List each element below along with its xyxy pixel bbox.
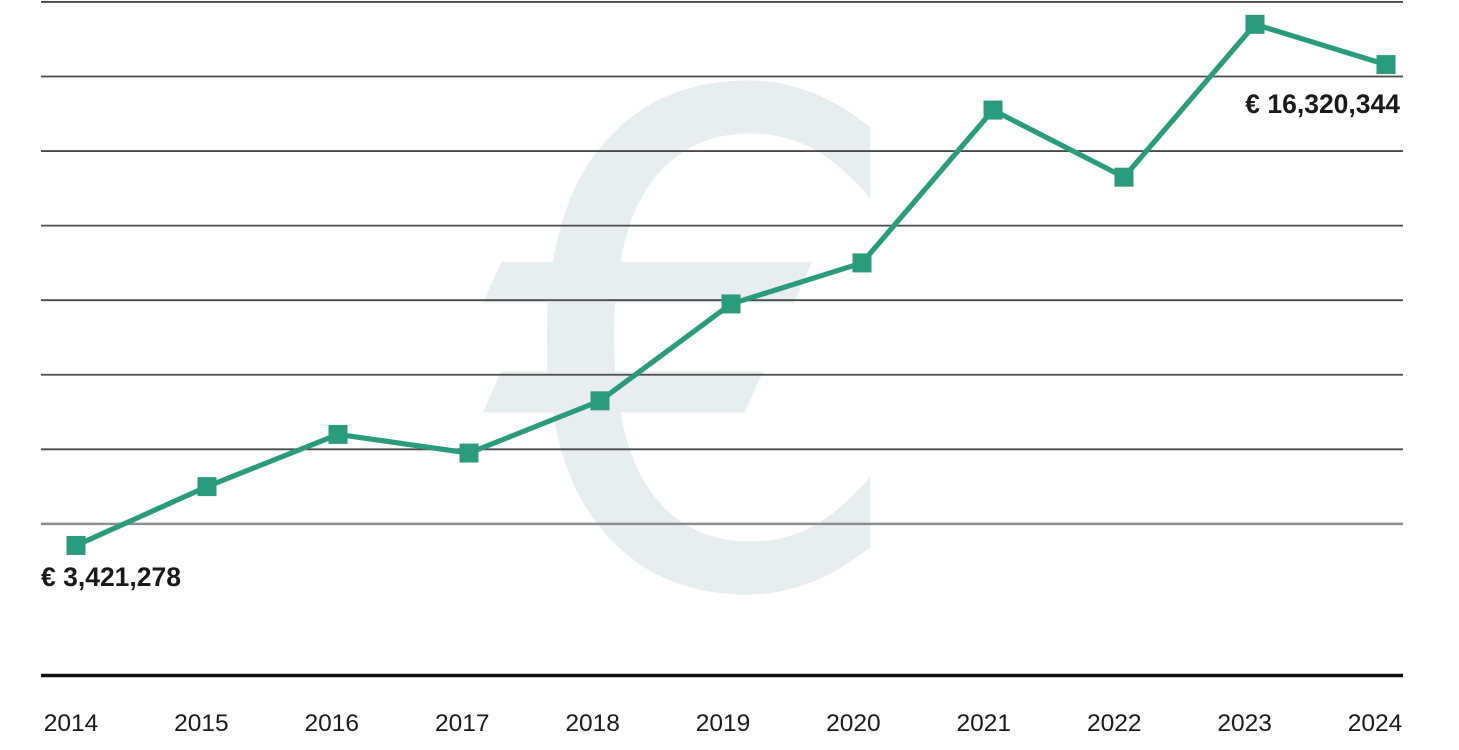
data-point-2015 (197, 477, 217, 497)
data-point-2018 (590, 391, 610, 411)
x-tick-label-2016: 2016 (305, 710, 360, 737)
data-point-2023 (1245, 14, 1265, 34)
x-tick-label-2024: 2024 (1348, 710, 1403, 737)
x-tick-label-2015: 2015 (174, 710, 229, 737)
data-point-2021 (983, 100, 1003, 120)
x-tick-label-2019: 2019 (696, 710, 751, 737)
x-tick-labels: 2014 2015 2016 2017 2018 2019 2020 2021 2022 2023… (44, 710, 1403, 737)
data-point-2024 (1376, 55, 1396, 75)
data-point-2017 (459, 443, 479, 463)
data-point-2016 (328, 424, 348, 444)
x-tick-label-2023: 2023 (1217, 710, 1272, 737)
data-label-first-point: € 3,421,278 (41, 562, 181, 592)
x-tick-label-2018: 2018 (565, 710, 620, 737)
data-point-2020 (852, 253, 872, 273)
x-tick-label-2020: 2020 (826, 710, 881, 737)
gridlines (41, 1, 1403, 526)
x-tick-label-2017: 2017 (435, 710, 490, 737)
data-point-2022 (1114, 167, 1134, 187)
data-point-2014 (66, 535, 86, 555)
x-tick-label-2022: 2022 (1087, 710, 1142, 737)
data-point-2019 (721, 294, 741, 314)
x-tick-label-2021: 2021 (957, 710, 1012, 737)
series-group (66, 14, 1396, 555)
euro-watermark-icon: € (483, 0, 916, 746)
data-label-last-point: € 16,320,344 (1245, 89, 1400, 119)
x-tick-label-2014: 2014 (44, 710, 99, 737)
